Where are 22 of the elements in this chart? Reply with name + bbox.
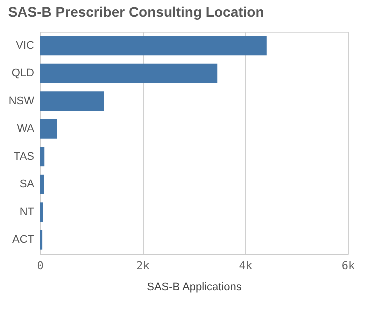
bar: [40, 230, 43, 250]
y-tick-label: QLD: [12, 68, 35, 80]
chart-title: SAS-B Prescriber Consulting Location: [8, 4, 264, 20]
bar: [40, 119, 58, 139]
x-tick-label: 2k: [136, 260, 150, 272]
bar: [40, 147, 45, 167]
bar: [40, 36, 267, 56]
y-tick-label: TAS: [14, 150, 34, 163]
bar: [40, 202, 44, 222]
y-tick-label: VIC: [16, 40, 35, 52]
bar: [40, 64, 218, 84]
x-tick-label: 6k: [342, 260, 356, 272]
x-axis-title: SAS-B Applications: [147, 282, 242, 294]
x-tick-label: 4k: [239, 260, 253, 272]
y-tick-label: SA: [20, 178, 36, 191]
y-tick-label: NT: [20, 206, 35, 218]
bar: [40, 92, 104, 112]
bar: [40, 174, 44, 194]
y-tick-label: ACT: [12, 234, 35, 246]
x-tick-label: 0: [37, 260, 44, 272]
y-tick-label: WA: [17, 123, 36, 136]
y-tick-label: NSW: [8, 95, 36, 108]
